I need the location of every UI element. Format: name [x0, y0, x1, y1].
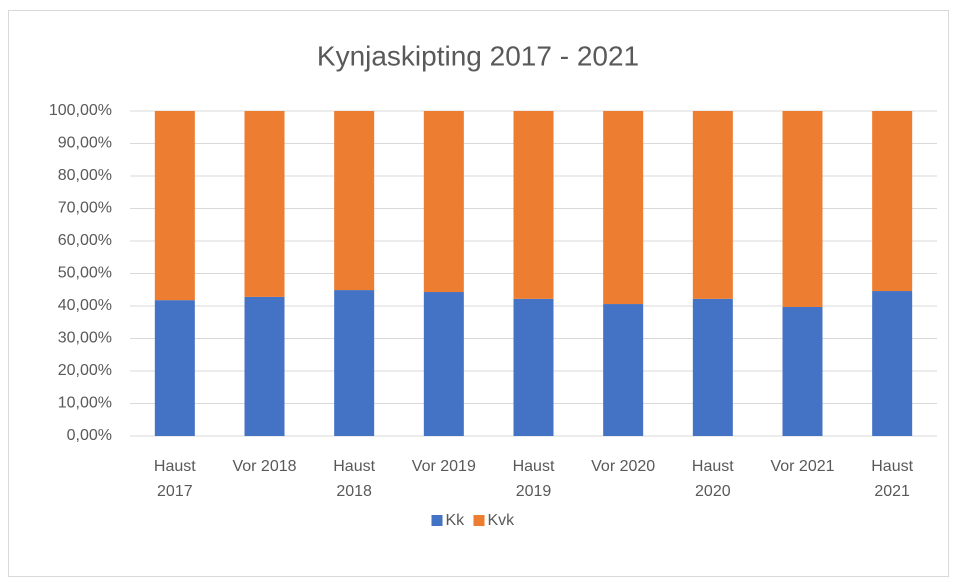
- legend-label: Kvk: [488, 512, 516, 529]
- bar-segment: [513, 111, 554, 299]
- bar-segment: [334, 290, 375, 436]
- x-tick-label: Haust 2019: [512, 458, 555, 500]
- bar-segment: [782, 111, 823, 307]
- bar-segment: [154, 111, 195, 301]
- y-tick-label: 30,00%: [58, 330, 112, 347]
- bar-segment: [782, 306, 823, 436]
- y-tick-label: 10,00%: [58, 395, 112, 412]
- x-tick-label: Vor 2019: [411, 458, 476, 475]
- bar-segment: [692, 298, 733, 436]
- y-tick-label: 90,00%: [58, 135, 112, 152]
- bar-segment: [244, 296, 285, 436]
- y-tick-label: 20,00%: [58, 362, 112, 379]
- x-tick-label: Vor 2021: [770, 458, 835, 475]
- legend-swatch: [431, 515, 443, 526]
- y-tick-label: 60,00%: [58, 232, 112, 249]
- x-tick-label: Haust 2018: [333, 458, 376, 500]
- x-tick-label: Haust 2021: [871, 458, 914, 500]
- bar-segment: [154, 300, 195, 436]
- x-tick-label: Vor 2020: [591, 458, 656, 475]
- legend-label: Kk: [446, 512, 466, 529]
- bar-segment: [334, 111, 375, 291]
- bar-segment: [513, 298, 554, 436]
- y-tick-label: 50,00%: [58, 265, 112, 282]
- bar-segment: [244, 111, 285, 297]
- legend-swatch: [473, 515, 485, 526]
- y-tick-label: 0,00%: [67, 427, 112, 444]
- x-tick-label: Haust 2020: [691, 458, 734, 500]
- bar-segment: [603, 304, 644, 436]
- bar-segment: [603, 111, 644, 305]
- x-tick-label: Haust 2017: [153, 458, 196, 500]
- bar-segment: [692, 111, 733, 299]
- y-tick-label: 40,00%: [58, 297, 112, 314]
- bar-segment: [423, 111, 464, 293]
- y-tick-label: 80,00%: [58, 167, 112, 184]
- y-tick-label: 100,00%: [49, 102, 112, 119]
- y-tick-label: 70,00%: [58, 200, 112, 217]
- bar-segment: [872, 291, 913, 436]
- bar-segment: [872, 111, 913, 292]
- chart-title: Kynjaskipting 2017 - 2021: [317, 40, 639, 71]
- x-tick-label: Vor 2018: [232, 458, 297, 475]
- bar-segment: [423, 292, 464, 436]
